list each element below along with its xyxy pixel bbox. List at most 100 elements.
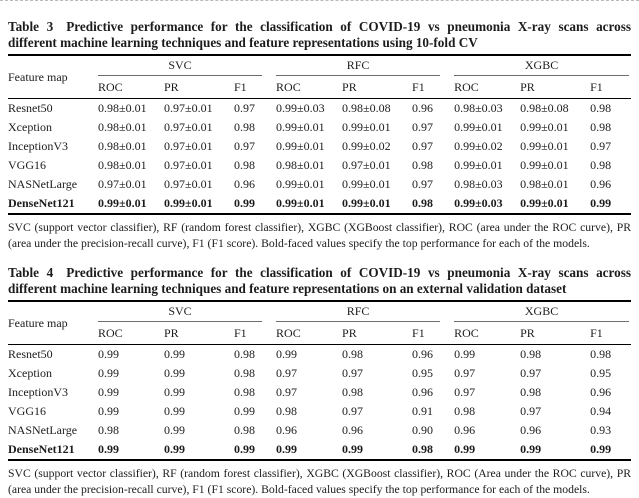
value-cell: 0.99±0.03 — [276, 101, 325, 116]
value-cell: 0.98 — [234, 385, 255, 400]
table3-caption-label: Table 3 — [8, 19, 54, 35]
value-cell: 0.97±0.01 — [98, 177, 147, 192]
value-cell: 0.97±0.01 — [164, 101, 213, 116]
column-header-feature-map: Feature map — [8, 56, 98, 100]
column-header-f1: F1 — [412, 324, 455, 346]
value-cell: 0.98±0.08 — [520, 101, 569, 116]
table-row: Resnet50 0.99 0.99 0.98 0.99 0.98 0.96 0.99 0.98… — [8, 345, 631, 365]
feature-cell: DenseNet121 — [8, 442, 75, 457]
feature-cell: Xception — [8, 366, 52, 381]
column-header-f1: F1 — [590, 324, 632, 346]
table3-caption: Table 3 Predictive performance for the cl… — [8, 19, 631, 57]
feature-cell: DenseNet121 — [8, 196, 75, 211]
column-header-pr: PR — [520, 78, 591, 100]
value-cell: 0.98 — [590, 347, 612, 362]
value-cell: 0.94 — [590, 404, 612, 419]
value-cell: 0.97 — [342, 366, 364, 381]
value-cell: 0.97 — [276, 385, 298, 400]
value-cell: 0.98±0.01 — [98, 158, 147, 173]
value-cell: 0.99 — [164, 385, 185, 400]
column-header-roc: ROC — [454, 78, 521, 100]
group-header-svc: SVC — [98, 58, 263, 77]
value-cell: 0.98±0.03 — [454, 101, 503, 116]
table-row: DenseNet121 0.99±0.01 0.99±0.01 0.99 0.99±0.… — [8, 194, 631, 214]
table3-caption-text: Predictive performance for the classific… — [8, 19, 631, 51]
value-cell: 0.98 — [520, 347, 542, 362]
value-cell: 0.97 — [234, 101, 255, 116]
value-cell: 0.99±0.01 — [342, 196, 391, 211]
value-cell: 0.98 — [98, 423, 119, 438]
group-header-xgbc: XGBC — [454, 58, 630, 77]
value-cell: 0.99 — [276, 347, 298, 362]
group-header-rfc: RFC — [276, 58, 441, 77]
value-cell: 0.98 — [342, 347, 364, 362]
table4-footnote: SVC (support vector classifier), RF (ran… — [8, 467, 631, 497]
value-cell: 0.99 — [98, 347, 119, 362]
group-header-row: Feature map SVC RFC XGBC — [8, 56, 631, 100]
value-cell: 0.99±0.01 — [520, 158, 569, 173]
group-header-rfc: RFC — [276, 304, 441, 323]
value-cell: 0.96 — [412, 385, 434, 400]
table-row: Xception 0.98±0.01 0.97±0.01 0.98 0.99±0.01 0… — [8, 118, 631, 137]
value-cell: 0.98 — [234, 158, 255, 173]
value-cell: 0.99±0.01 — [276, 177, 325, 192]
value-cell: 0.97 — [234, 139, 255, 154]
table-row: DenseNet121 0.99 0.99 0.99 0.99 0.99 0.98 0.99 0… — [8, 440, 631, 460]
sub-header-row: ROC PR F1 ROC PR F1 ROC PR F1 — [8, 324, 632, 346]
value-cell: 0.99 — [520, 442, 542, 457]
column-header-pr: PR — [164, 78, 234, 100]
table3-section: Table 3 Predictive performance for the cl… — [8, 19, 632, 252]
value-cell: 0.99 — [590, 196, 612, 211]
column-header-pr: PR — [342, 78, 413, 100]
value-cell: 0.99 — [164, 347, 185, 362]
group-header-xgbc: XGBC — [454, 304, 630, 323]
value-cell: 0.97±0.01 — [164, 139, 213, 154]
value-cell: 0.98±0.01 — [276, 158, 325, 173]
value-cell: 0.99±0.01 — [164, 196, 213, 211]
group-header-row: Feature map SVC RFC XGBC — [8, 302, 631, 346]
value-cell: 0.96 — [412, 101, 434, 116]
value-cell: 0.98 — [342, 385, 364, 400]
value-cell: 0.96 — [520, 423, 542, 438]
value-cell: 0.99 — [454, 442, 476, 457]
value-cell: 0.99 — [164, 366, 185, 381]
table3-body: Resnet50 0.98±0.01 0.97±0.01 0.97 0.99±0.03 0… — [8, 99, 631, 215]
table-row: InceptionV3 0.99 0.99 0.98 0.97 0.98 0.96 0.97 0… — [8, 383, 631, 402]
value-cell: 0.97 — [590, 139, 612, 154]
value-cell: 0.98 — [412, 442, 434, 457]
value-cell: 0.99±0.02 — [454, 139, 503, 154]
value-cell: 0.99±0.01 — [342, 177, 391, 192]
value-cell: 0.98 — [590, 101, 612, 116]
value-cell: 0.99±0.01 — [520, 196, 569, 211]
value-cell: 0.99 — [98, 366, 119, 381]
value-cell: 0.99 — [234, 442, 255, 457]
table4-caption-label: Table 4 — [8, 265, 54, 281]
value-cell: 0.96 — [342, 423, 364, 438]
value-cell: 0.99±0.03 — [454, 196, 503, 211]
value-cell: 0.91 — [412, 404, 434, 419]
value-cell: 0.98 — [590, 120, 612, 135]
table4-performance-table: Feature map SVC RFC XGBC ROC PR F1 ROC P… — [8, 302, 632, 462]
table-row: VGG16 0.98±0.01 0.97±0.01 0.98 0.98±0.01 0.97… — [8, 156, 631, 175]
feature-cell: Resnet50 — [8, 101, 53, 116]
value-cell: 0.99±0.01 — [342, 120, 391, 135]
feature-cell: NASNetLarge — [8, 177, 78, 192]
value-cell: 0.99 — [98, 442, 119, 457]
value-cell: 0.97 — [412, 120, 434, 135]
column-header-f1: F1 — [412, 78, 455, 100]
feature-cell: InceptionV3 — [8, 385, 68, 400]
value-cell: 0.95 — [412, 366, 434, 381]
value-cell: 0.97±0.01 — [342, 158, 391, 173]
column-header-pr: PR — [520, 324, 591, 346]
value-cell: 0.99 — [164, 423, 185, 438]
value-cell: 0.99±0.01 — [98, 196, 147, 211]
value-cell: 0.96 — [590, 177, 612, 192]
value-cell: 0.98±0.01 — [98, 139, 147, 154]
value-cell: 0.98 — [454, 404, 476, 419]
column-header-f1: F1 — [590, 78, 632, 100]
value-cell: 0.96 — [590, 385, 612, 400]
sub-header-row: ROC PR F1 ROC PR F1 ROC PR F1 — [8, 78, 632, 100]
value-cell: 0.98 — [234, 423, 255, 438]
table4-caption-text: Predictive performance for the classific… — [8, 265, 631, 297]
value-cell: 0.97 — [520, 366, 542, 381]
